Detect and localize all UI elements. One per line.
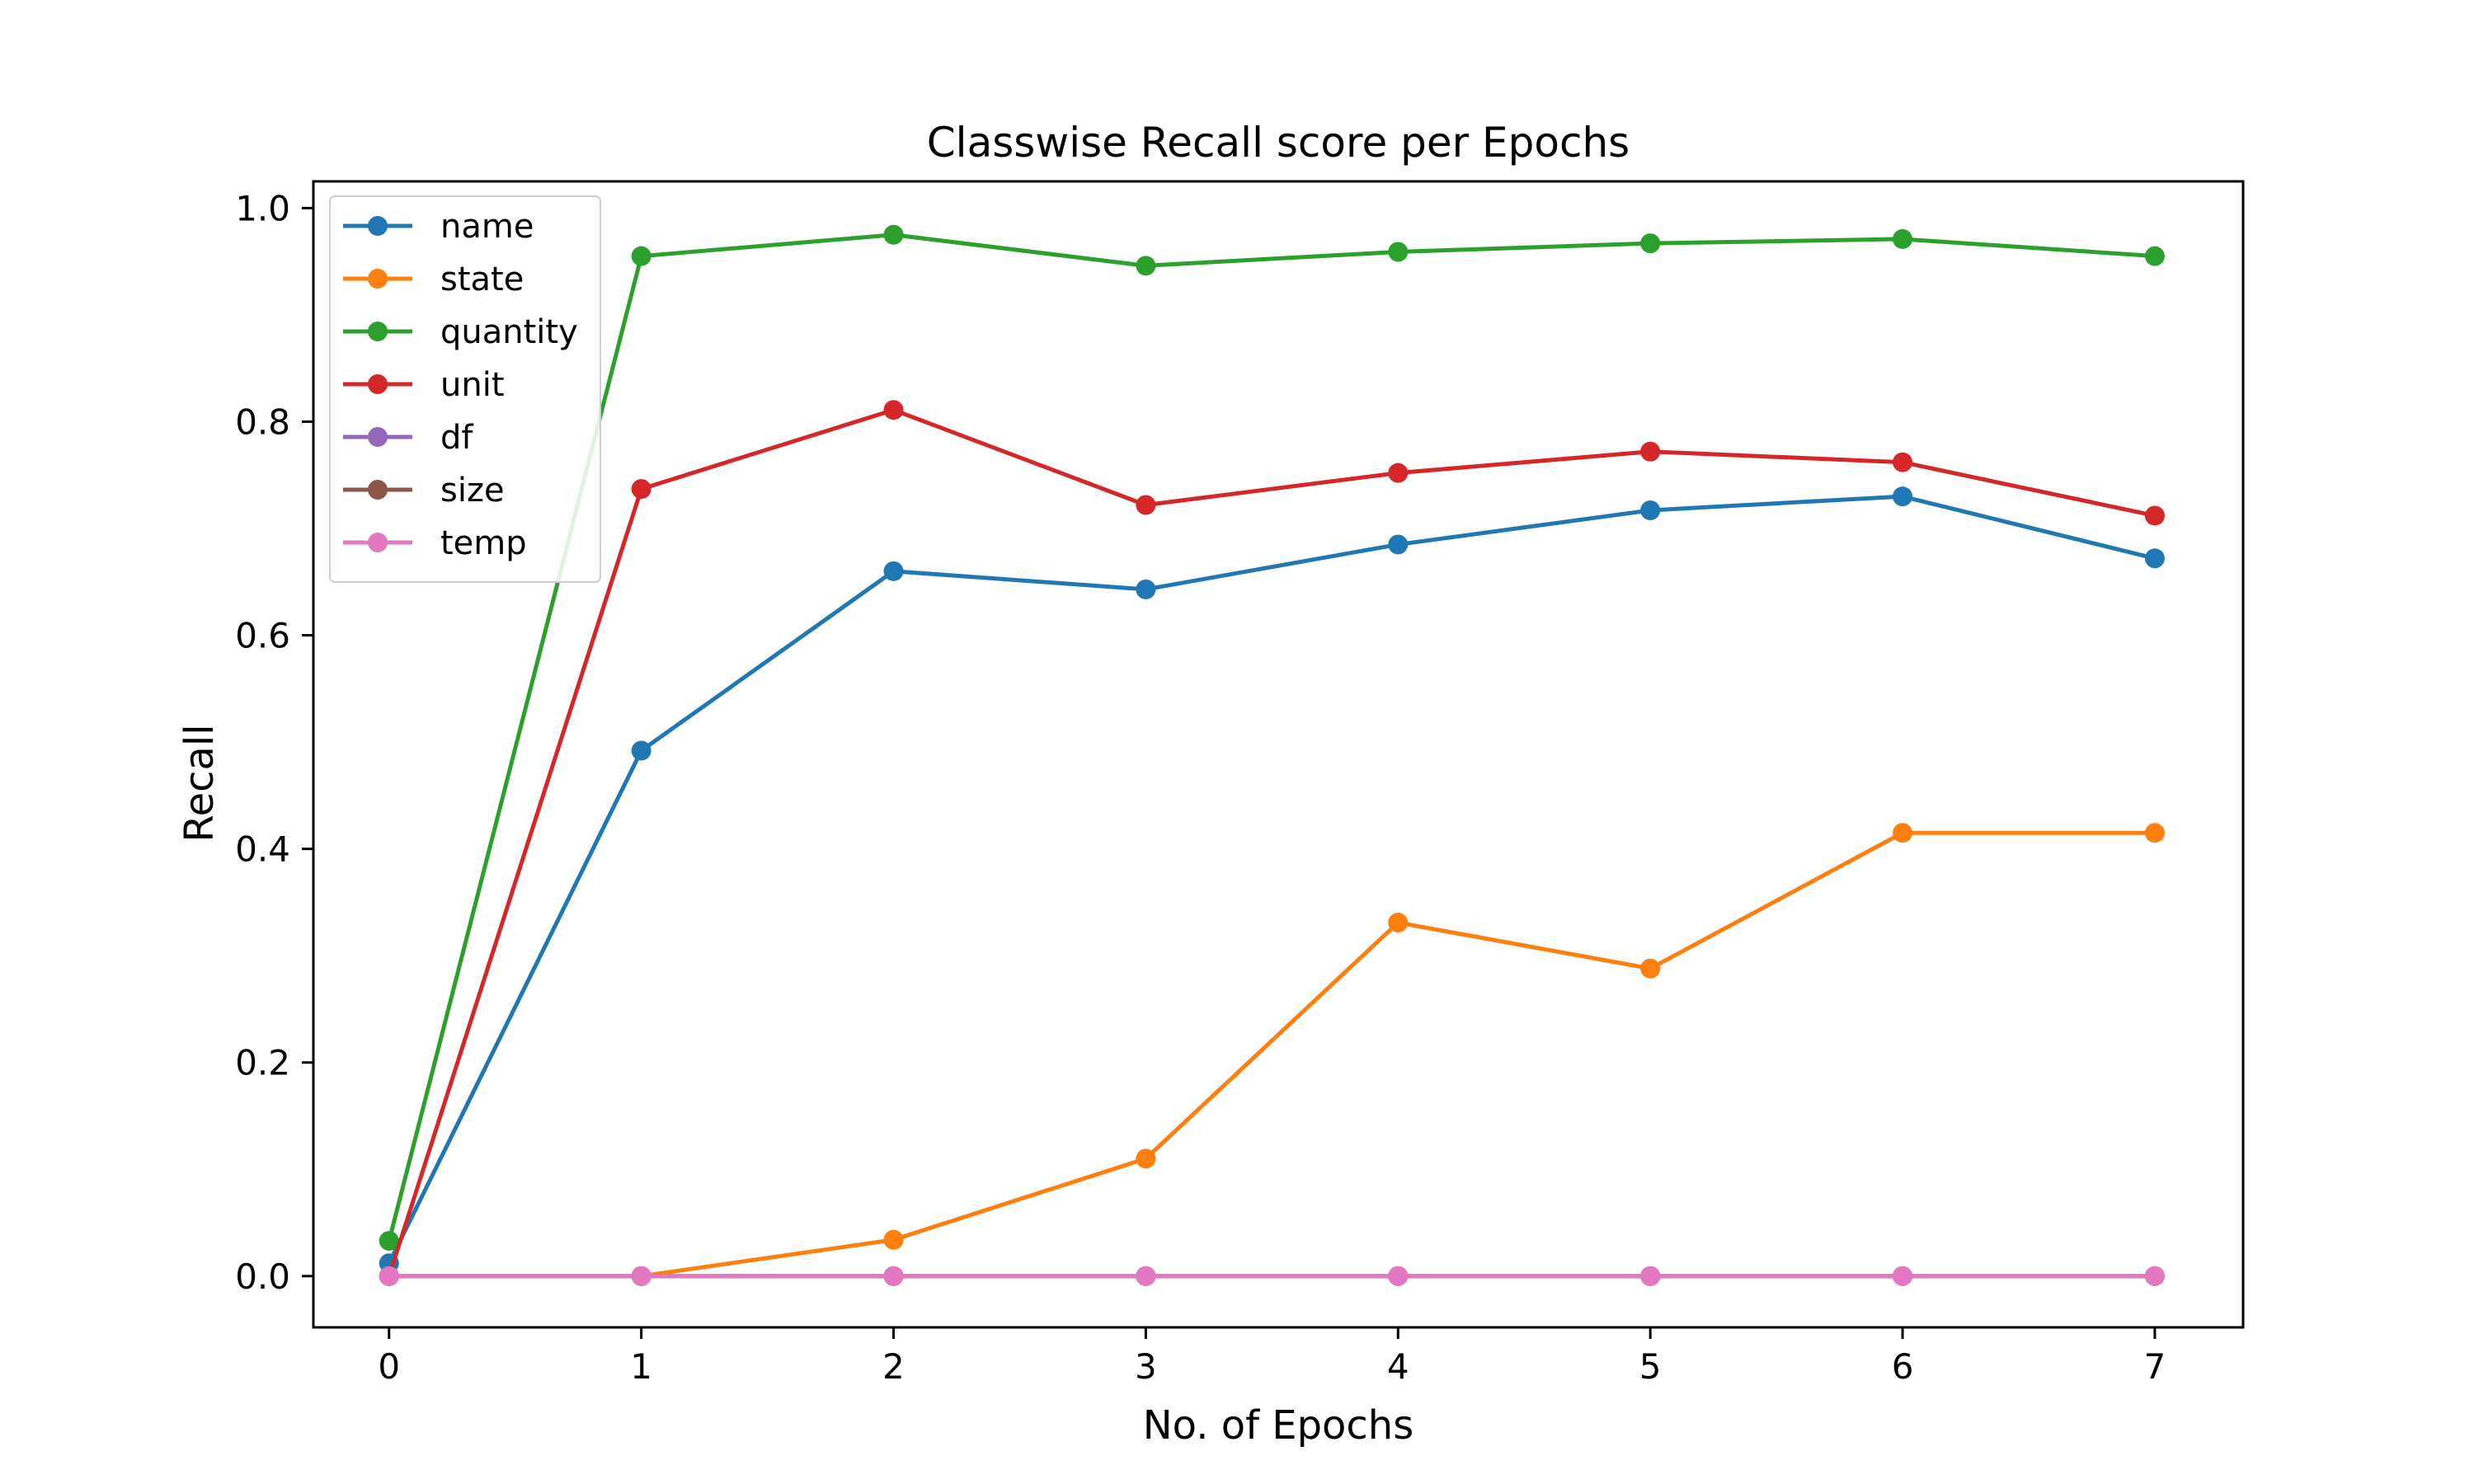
legend-label: name [440,208,534,246]
data-point-quantity [883,224,904,245]
series-line-name [387,494,2156,1265]
legend-swatch-marker [368,374,388,394]
legend-label: unit [440,366,505,404]
x-tick-label: 2 [882,1346,905,1387]
data-point-name [1640,500,1661,520]
legend-item-quantity: quantity [343,313,578,351]
axis-ticks: 0 1 2 3 4 5 6 7 0.0 0.2 0.4 0.6 0.8 1.0 [235,188,2166,1387]
legend-label: temp [440,524,527,562]
series-quantity [379,224,2165,1252]
y-tick-label: 0.2 [235,1043,290,1083]
data-point-temp [2144,1266,2165,1286]
x-tick-label: 6 [1892,1346,1914,1387]
data-point-unit [631,479,651,500]
legend-swatch-marker [368,216,388,236]
data-point-quantity [1136,256,1156,276]
data-point-name [1388,534,1409,555]
data-point-quantity [2144,246,2165,266]
x-tick-label: 0 [378,1346,400,1387]
data-point-name [2144,548,2165,569]
legend-swatch-marker [368,480,388,500]
plot-frame [312,180,2245,1329]
legend-item-temp: temp [343,524,527,562]
data-point-unit [1388,463,1409,483]
legend-swatch-marker [368,322,388,341]
series-layer [379,224,2165,1286]
legend: name state quantity unit df size temp [329,195,601,583]
series-unit [379,400,2165,1286]
x-axis-label: No. of Epochs [1143,1402,1413,1449]
data-point-name [883,561,904,581]
data-point-unit [2144,505,2165,526]
chart-title: Classwise Recall score per Epochs [927,119,1630,167]
legend-item-name: name [343,208,534,246]
y-tick-label: 0.0 [235,1256,290,1297]
y-tick-label: 1.0 [235,188,290,228]
legend-label: state [440,261,524,298]
series-line-unit [387,407,2156,1277]
legend-item-df: df [343,419,473,457]
legend-swatch-marker [368,533,388,552]
x-tick-label: 7 [2144,1346,2166,1387]
data-point-quantity [1388,242,1409,262]
data-point-quantity [631,246,651,266]
legend-item-size: size [343,472,505,510]
data-point-state [883,1229,904,1250]
y-tick-label: 0.8 [235,402,290,442]
data-point-temp [379,1266,399,1286]
data-point-state [1136,1148,1156,1169]
data-point-unit [883,400,904,420]
legend-item-state: state [343,261,524,298]
legend-label: size [440,472,505,510]
x-tick-label: 1 [630,1346,652,1387]
y-tick-label: 0.6 [235,616,290,656]
data-point-temp [1893,1266,1913,1286]
data-point-state [1640,958,1661,979]
data-point-name [1136,579,1156,599]
series-state [379,823,2165,1286]
legend-label: quantity [440,313,578,351]
series-line-state [388,830,2155,1279]
series-temp [379,1266,2165,1286]
data-point-state [2144,823,2165,843]
data-point-state [1893,823,1913,843]
legend-swatch-marker [368,269,388,289]
data-point-name [631,740,651,761]
x-tick-label: 5 [1639,1346,1662,1387]
data-point-temp [883,1266,904,1286]
legend-label: df [440,419,473,457]
data-point-unit [1640,441,1661,462]
data-point-temp [1136,1266,1156,1286]
data-point-temp [1640,1266,1661,1286]
data-point-quantity [1893,228,1913,249]
legend-item-unit: unit [343,366,505,404]
y-axis-label: Recall [176,724,223,842]
data-point-quantity [379,1231,399,1252]
data-point-state [1388,913,1409,933]
legend-swatch-marker [368,427,388,447]
x-tick-label: 4 [1387,1346,1409,1387]
series-name [379,486,2165,1274]
data-point-quantity [1640,233,1661,254]
data-point-temp [1388,1266,1409,1286]
y-tick-label: 0.4 [235,829,290,870]
series-line-quantity [387,232,2156,1242]
data-point-temp [631,1266,651,1286]
data-point-unit [1136,495,1156,515]
data-point-unit [1893,452,1913,472]
data-point-name [1893,486,1913,507]
legend-box [329,195,601,583]
x-tick-label: 3 [1135,1346,1157,1387]
